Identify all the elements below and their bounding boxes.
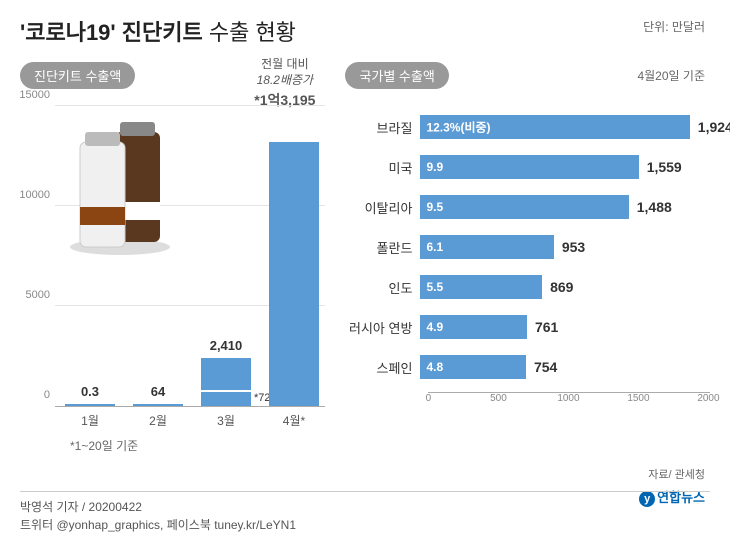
hbar-row: 폴란드 6.1 953 — [345, 232, 710, 262]
country-label: 이탈리아 — [345, 198, 420, 217]
title-light: 수출 현황 — [203, 20, 296, 45]
x-tick: 1500 — [627, 393, 649, 404]
y-tick: 5000 — [26, 289, 50, 301]
hbar: 12.3%(비중) — [420, 115, 689, 139]
hbar-value: 869 — [550, 279, 573, 295]
author-line: 박영석 기자 / 20200422 — [20, 498, 710, 516]
hbar: 9.9 — [420, 155, 638, 179]
country-label: 미국 — [345, 158, 420, 177]
hbar-value: 1,488 — [637, 199, 672, 215]
hbar: 6.1 — [420, 235, 553, 259]
left-chart: 진단키트 수출액 전월 대비 18.2배증가 *1억3,195 05000100… — [20, 62, 325, 447]
left-badge: 진단키트 수출액 — [20, 62, 135, 89]
hbar: 9.5 — [420, 195, 628, 219]
bar — [65, 404, 115, 406]
bar — [201, 358, 251, 406]
bar-value: 2,410 — [201, 338, 251, 353]
country-label: 폴란드 — [345, 238, 420, 257]
hbar: 4.8 — [420, 355, 526, 379]
country-label: 러시아 연방 — [345, 318, 420, 337]
hbar-row: 인도 5.5 869 — [345, 272, 710, 302]
hbar-row: 브라질 12.3%(비중) 1,924 — [345, 112, 710, 142]
vial-icon — [65, 107, 175, 262]
right-badge: 국가별 수출액 — [345, 62, 448, 89]
bar — [133, 404, 183, 406]
social-line: 트위터 @yonhap_graphics, 페이스북 tuney.kr/LeYN… — [20, 516, 710, 534]
hbar-row: 이탈리아 9.5 1,488 — [345, 192, 710, 222]
hbar-value: 761 — [535, 319, 558, 335]
x-label: 4월* — [269, 412, 319, 429]
hbar-value: 1,559 — [647, 159, 682, 175]
source-label: 자료/ 관세청 — [648, 466, 705, 482]
hbar-pct: 4.9 — [426, 320, 443, 334]
hbar-value: 1,924 — [698, 119, 730, 135]
y-tick: 0 — [44, 389, 50, 401]
marker-line: *725 — [201, 390, 251, 392]
right-chart: 국가별 수출액 4월20일 기준 브라질 12.3%(비중) 1,924 미국 … — [345, 62, 710, 447]
country-label: 스페인 — [345, 358, 420, 377]
hbar-pct: 6.1 — [426, 240, 443, 254]
y-tick: 15000 — [19, 89, 50, 101]
hbar-value: 953 — [562, 239, 585, 255]
hbar-value: 754 — [534, 359, 557, 375]
hbar-pct: 4.8 — [426, 360, 443, 374]
country-label: 인도 — [345, 278, 420, 297]
hbar-pct: 12.3%(비중) — [426, 119, 490, 136]
hbar-row: 러시아 연방 4.9 761 — [345, 312, 710, 342]
x-label: 1월 — [65, 412, 115, 429]
x-label: 3월 — [201, 412, 251, 429]
hbar-pct: 5.5 — [426, 280, 443, 294]
x-tick: 1000 — [557, 393, 579, 404]
hbar-pct: 9.5 — [426, 200, 443, 214]
hbar-row: 스페인 4.8 754 — [345, 352, 710, 382]
x-tick: 500 — [490, 393, 507, 404]
bar-value: 0.3 — [65, 384, 115, 399]
bar-value: 64 — [133, 384, 183, 399]
unit-label: 단위: 만달러 — [643, 18, 705, 35]
hbar-pct: 9.9 — [426, 160, 443, 174]
hbar: 5.5 — [420, 275, 542, 299]
page-title: '코로나19' 진단키트 수출 현황 — [20, 15, 710, 47]
footer: 박영석 기자 / 20200422 트위터 @yonhap_graphics, … — [20, 491, 710, 534]
x-label: 2월 — [133, 412, 183, 429]
growth-note: 전월 대비 18.2배증가 *1억3,195 — [254, 57, 315, 109]
title-bold: '코로나19' 진단키트 — [20, 20, 203, 45]
x-tick: 0 — [426, 393, 432, 404]
left-footnote: *1~20일 기준 — [70, 437, 138, 454]
country-label: 브라질 — [345, 118, 420, 137]
x-tick: 2000 — [697, 393, 719, 404]
hbar-row: 미국 9.9 1,559 — [345, 152, 710, 182]
bar — [269, 142, 319, 406]
right-note: 4월20일 기준 — [637, 67, 705, 84]
hbar: 4.9 — [420, 315, 527, 339]
y-tick: 10000 — [19, 189, 50, 201]
